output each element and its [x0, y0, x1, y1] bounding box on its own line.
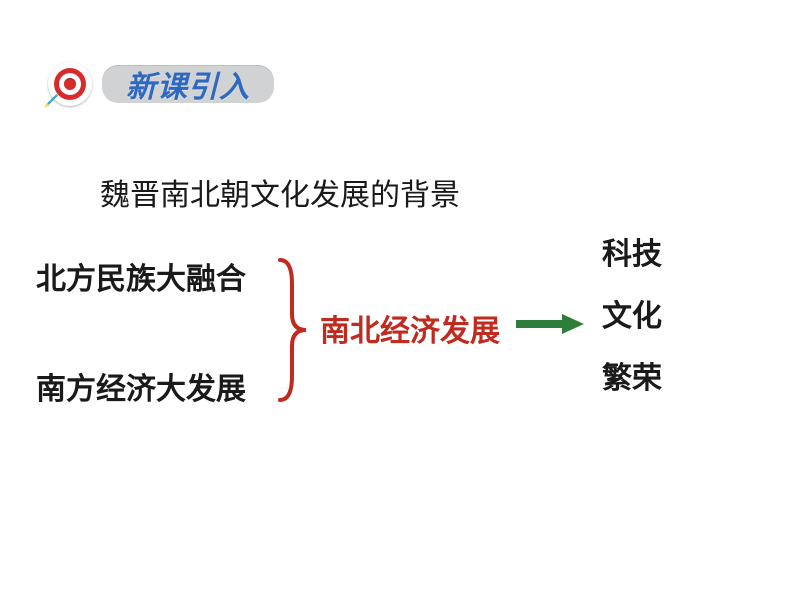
subtitle: 魏晋南北朝文化发展的背景	[100, 170, 460, 214]
left-item-1: 北方民族大融合	[36, 254, 246, 298]
right-item-2: 文化	[602, 302, 662, 332]
right-column: 科技 文化 繁荣	[602, 240, 662, 394]
left-item-2: 南方经济大发展	[36, 364, 246, 408]
bullseye-icon	[48, 62, 92, 106]
header: 新课引入	[48, 62, 274, 106]
bracket-icon	[274, 254, 310, 406]
middle-text: 南北经济发展	[320, 306, 500, 350]
arrow-icon	[514, 312, 584, 336]
title-pill: 新课引入	[102, 65, 274, 103]
diagram: 北方民族大融合 南方经济大发展 南北经济发展 科技 文化 繁荣	[36, 240, 758, 536]
dart-icon	[44, 90, 62, 108]
page-title: 新课引入	[126, 62, 250, 106]
right-item-1: 科技	[602, 240, 662, 270]
right-item-3: 繁荣	[602, 364, 662, 394]
